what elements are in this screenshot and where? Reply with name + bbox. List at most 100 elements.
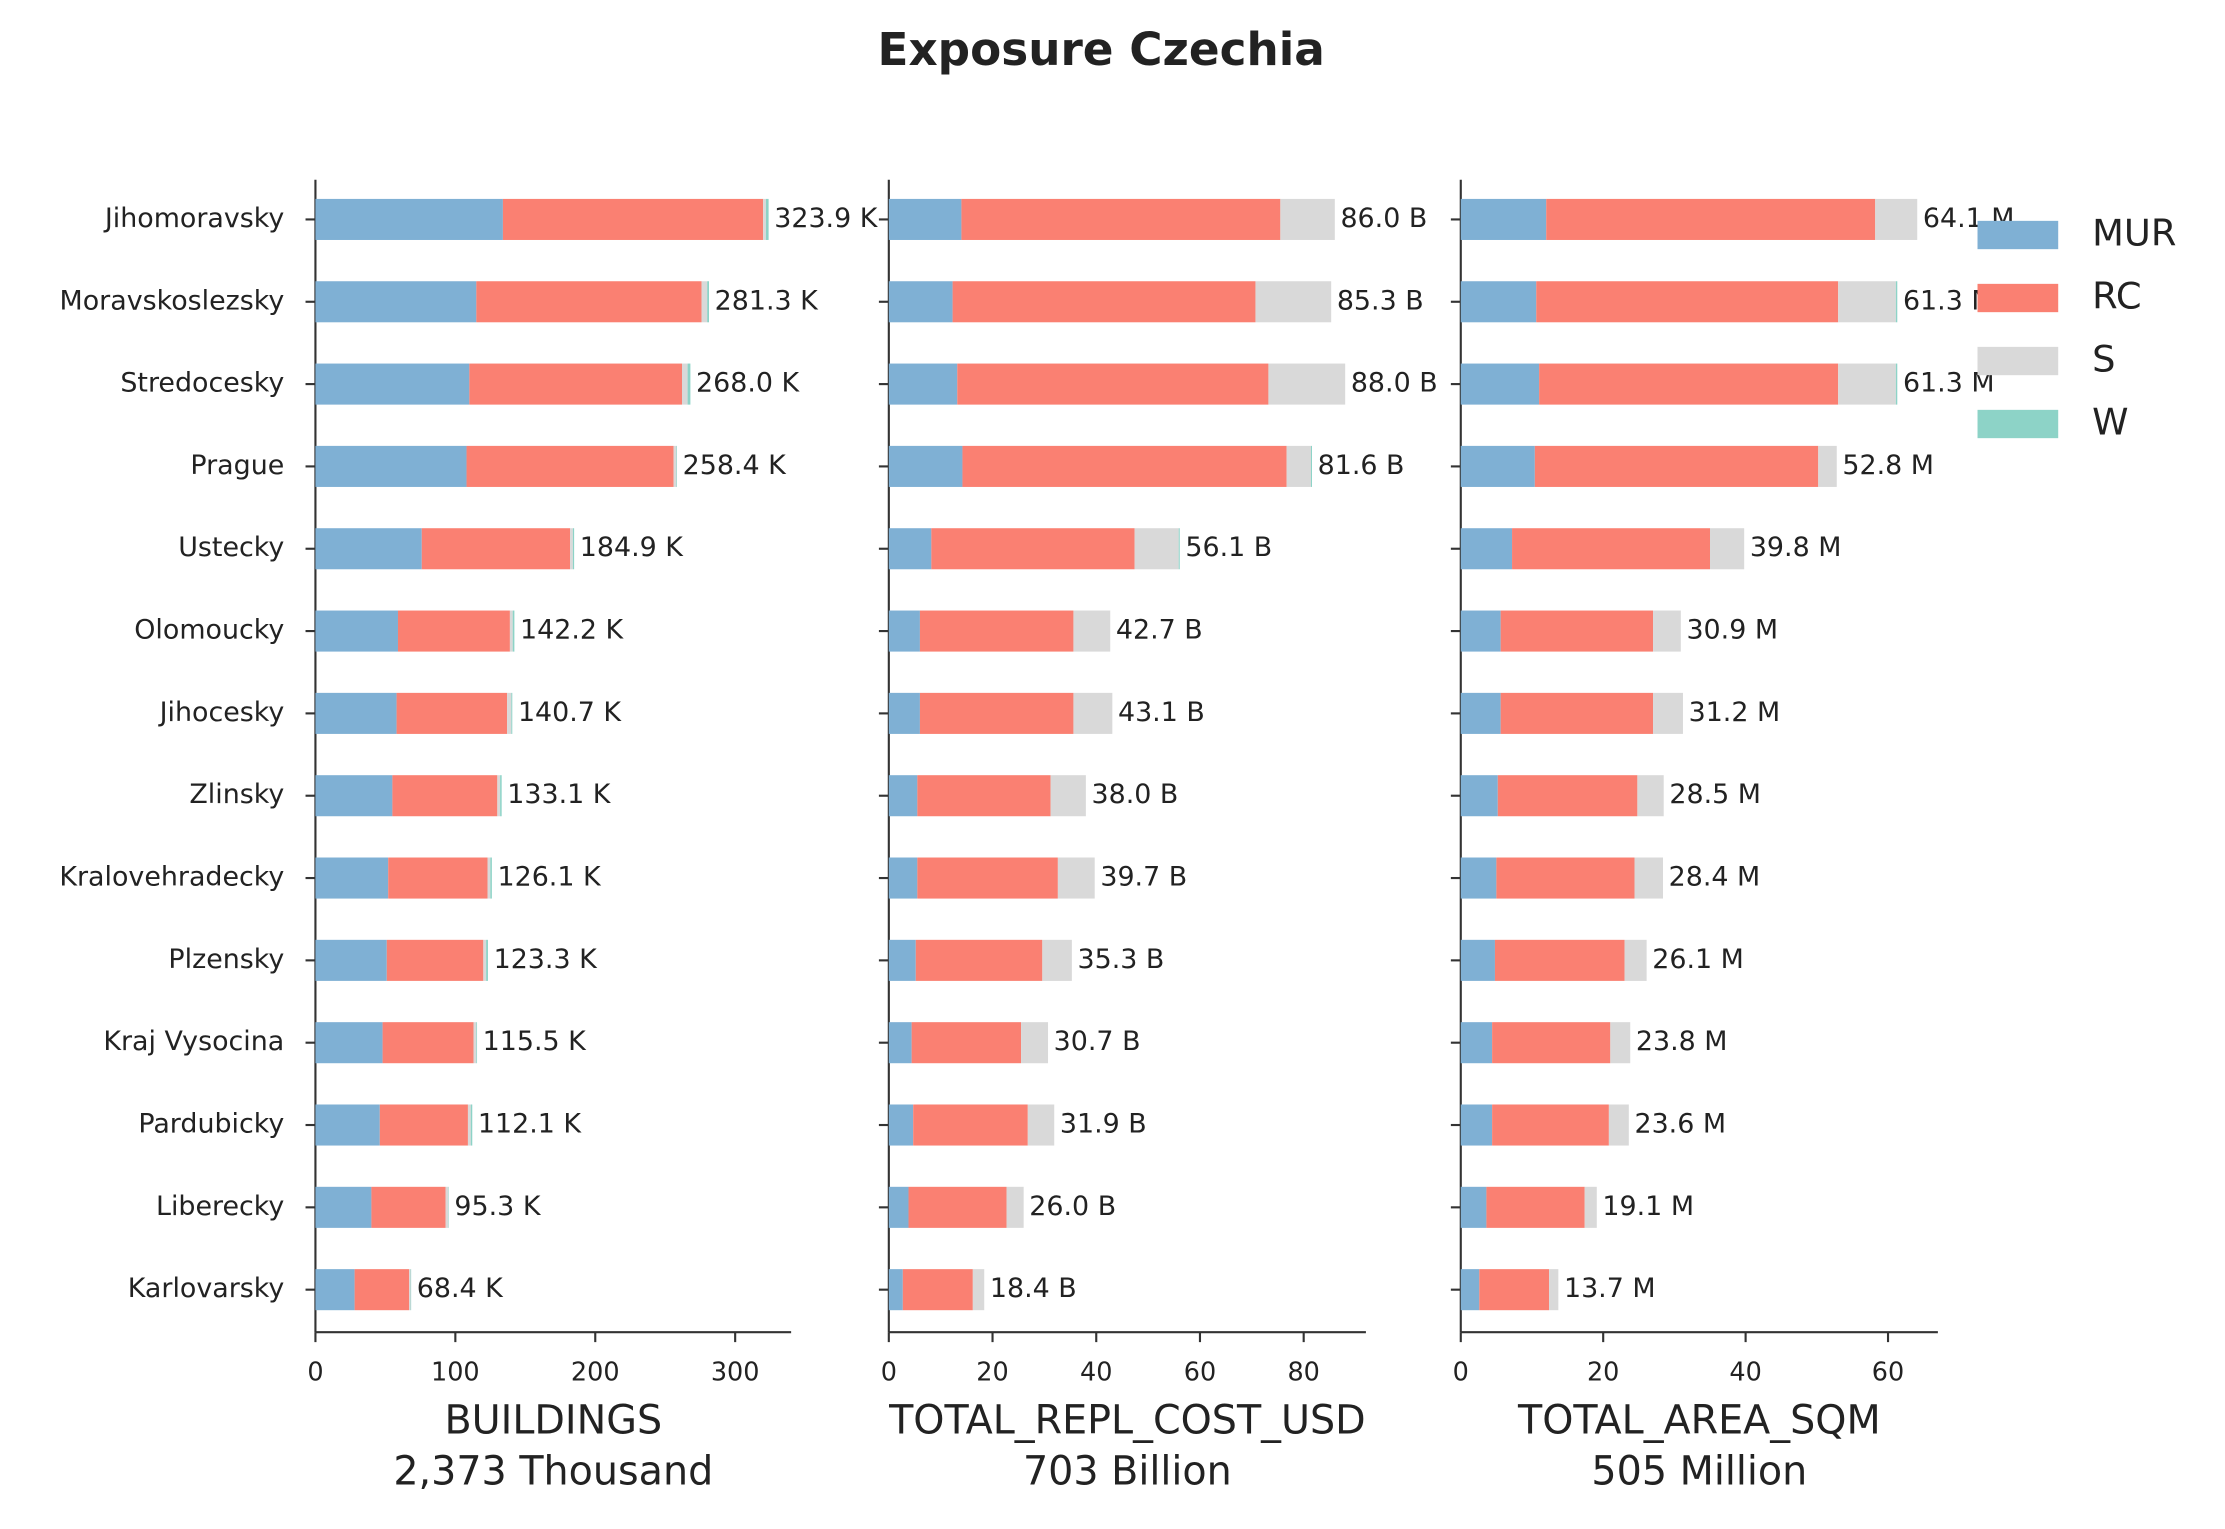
y-tick-label: Karlovarsky: [128, 1273, 285, 1304]
bar-segment: [687, 363, 691, 405]
bar-segment: [1486, 1186, 1585, 1228]
bar-segment: [486, 939, 488, 981]
bar-segment: [1460, 1104, 1493, 1146]
bar-segment: [354, 1269, 410, 1311]
total-label: 39.8 M: [1750, 532, 1842, 563]
bar-segment: [763, 198, 766, 240]
bar-segment: [572, 528, 575, 570]
bar-segment: [1492, 1022, 1611, 1064]
total-label: 18.4 B: [990, 1273, 1077, 1304]
bar-segment: [1512, 528, 1711, 570]
bar-segment: [315, 775, 393, 817]
bar-segment: [509, 610, 513, 652]
bar-segment: [1875, 198, 1918, 240]
bar-segment: [470, 1104, 473, 1146]
bar-segment: [315, 528, 422, 570]
total-label: 184.9 K: [580, 532, 684, 563]
bar-segment: [315, 1104, 380, 1146]
bar-segment: [1584, 1186, 1597, 1228]
bar-segment: [1608, 1104, 1629, 1146]
x-tick-label: 0: [881, 1357, 897, 1387]
x-tick-label: 100: [431, 1357, 480, 1387]
x-axis-label: 505 Million: [1591, 1448, 1807, 1494]
bar-segment: [1050, 775, 1086, 817]
total-label: 123.3 K: [494, 944, 598, 975]
y-tick-label: Jihocesky: [158, 697, 285, 728]
bar-segment: [467, 1104, 471, 1146]
bar-segment: [507, 692, 512, 734]
bar-segment: [1637, 775, 1664, 817]
bar-segment: [888, 281, 953, 323]
bar-segment: [1460, 1022, 1493, 1064]
bar-segment: [315, 610, 398, 652]
bar-segment: [490, 857, 492, 899]
y-tick-label: Prague: [190, 450, 284, 481]
bar-segment: [888, 1022, 912, 1064]
bar-segment: [888, 1186, 909, 1228]
bar-segment: [1255, 281, 1332, 323]
bar-segment: [1073, 692, 1113, 734]
bar-segment: [1838, 281, 1896, 323]
bar-segment: [502, 198, 764, 240]
total-label: 88.0 B: [1351, 368, 1438, 399]
x-axis-label: TOTAL_AREA_SQM: [1517, 1397, 1881, 1443]
legend-label: W: [2092, 401, 2128, 444]
bar-segment: [888, 528, 932, 570]
bar-segment: [315, 1022, 383, 1064]
y-tick-label: Stredocesky: [120, 368, 284, 399]
bar-segment: [1653, 610, 1681, 652]
bar-segment: [1460, 445, 1535, 487]
bar-segment: [315, 363, 470, 405]
total-label: 142.2 K: [520, 615, 624, 646]
total-label: 31.2 M: [1689, 697, 1781, 728]
bar-segment: [972, 1269, 985, 1311]
bar-segment: [315, 857, 389, 899]
bar-segment: [483, 939, 487, 981]
total-label: 323.9 K: [774, 203, 878, 234]
bar-segment: [931, 528, 1135, 570]
x-tick-label: 60: [1184, 1357, 1216, 1387]
bar-segment: [957, 363, 1269, 405]
total-label: 115.5 K: [483, 1026, 587, 1057]
bar-segment: [1460, 1186, 1487, 1228]
bar-segment: [379, 1104, 468, 1146]
x-tick-label: 0: [1453, 1357, 1469, 1387]
x-axis-label: TOTAL_REPL_COST_USD: [888, 1397, 1366, 1443]
bar-segment: [386, 939, 484, 981]
total-label: 68.4 K: [417, 1273, 504, 1304]
bar-segment: [1310, 445, 1312, 487]
bar-segment: [1539, 363, 1839, 405]
bar-segment: [1653, 692, 1683, 734]
total-label: 23.8 M: [1636, 1026, 1728, 1057]
bar-segment: [445, 1186, 449, 1228]
total-label: 56.1 B: [1185, 532, 1272, 563]
bar-segment: [1460, 528, 1513, 570]
bar-segment: [917, 857, 1058, 899]
bar-segment: [396, 692, 508, 734]
bar-segment: [397, 610, 510, 652]
total-label: 23.6 M: [1634, 1109, 1726, 1140]
bar-segment: [512, 610, 515, 652]
bar-segment: [888, 1104, 914, 1146]
bar-segment: [902, 1269, 973, 1311]
bar-segment: [888, 692, 920, 734]
bar-segment: [421, 528, 571, 570]
bar-segment: [1460, 1269, 1480, 1311]
bar-segment: [1536, 281, 1839, 323]
bar-segment: [500, 775, 502, 817]
y-tick-label: Liberecky: [156, 1191, 284, 1222]
x-tick-label: 60: [1872, 1357, 1904, 1387]
total-label: 268.0 K: [696, 368, 800, 399]
y-tick-label: Kralovehradecky: [59, 862, 284, 893]
total-label: 26.1 M: [1652, 944, 1744, 975]
bar-segment: [1460, 281, 1537, 323]
bar-segment: [1460, 857, 1497, 899]
bar-segment: [388, 857, 488, 899]
y-tick-label: Pardubicky: [138, 1109, 284, 1140]
bar-segment: [469, 363, 682, 405]
bar-segment: [1460, 610, 1501, 652]
y-tick-label: Jihomoravsky: [103, 203, 285, 234]
bar-segment: [476, 281, 702, 323]
